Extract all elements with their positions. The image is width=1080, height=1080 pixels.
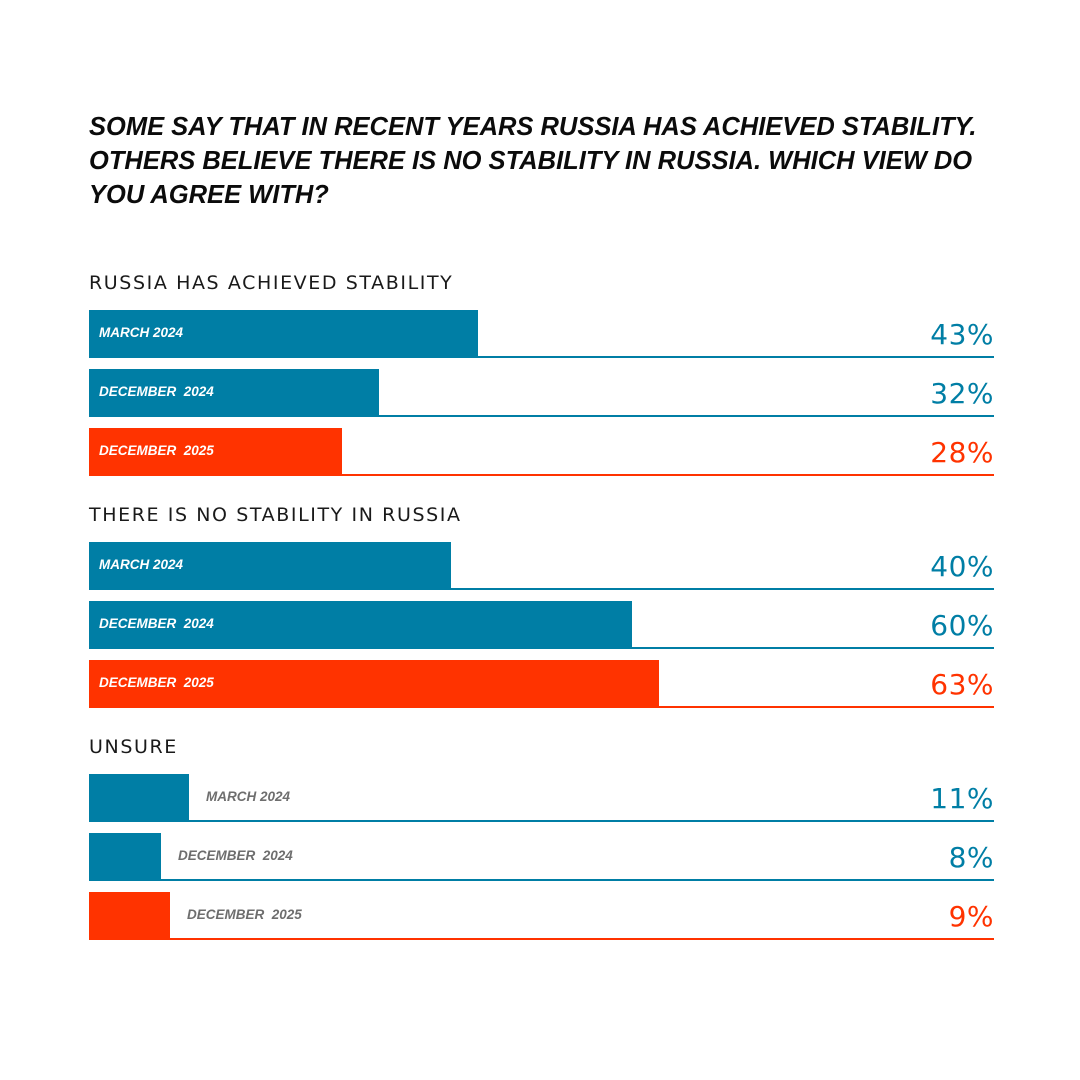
bar-row: DECEMBER 2025 63% bbox=[89, 660, 994, 708]
period-label: MARCH 2024 bbox=[99, 325, 184, 340]
bar-baseline bbox=[89, 820, 994, 822]
bar-row: MARCH 2024 43% bbox=[89, 310, 994, 358]
period-label: DECEMBER 2024 bbox=[99, 384, 214, 399]
period-label: DECEMBER 2024 bbox=[99, 616, 214, 631]
bar bbox=[89, 774, 189, 820]
bar bbox=[89, 892, 170, 938]
bar-row: MARCH 2024 11% bbox=[89, 774, 994, 822]
bar bbox=[89, 369, 379, 415]
bar-baseline bbox=[89, 706, 994, 708]
group-label: RUSSIA HAS ACHIEVED STABILITY bbox=[89, 272, 454, 294]
bar-row: DECEMBER 2024 32% bbox=[89, 369, 994, 417]
data-value-label: 63% bbox=[930, 668, 994, 701]
bar-row: DECEMBER 2025 28% bbox=[89, 428, 994, 476]
group-label: UNSURE bbox=[89, 736, 178, 758]
bar-baseline bbox=[89, 356, 994, 358]
bar-baseline bbox=[89, 588, 994, 590]
bar-baseline bbox=[89, 938, 994, 940]
data-value-label: 11% bbox=[930, 782, 994, 815]
bar bbox=[89, 310, 478, 356]
period-label: DECEMBER 2025 bbox=[187, 907, 302, 922]
bar bbox=[89, 601, 632, 647]
bar-baseline bbox=[89, 415, 994, 417]
bar-row: MARCH 2024 40% bbox=[89, 542, 994, 590]
data-value-label: 32% bbox=[930, 377, 994, 410]
bar bbox=[89, 428, 342, 474]
period-label: DECEMBER 2024 bbox=[178, 848, 293, 863]
period-label: DECEMBER 2025 bbox=[99, 443, 214, 458]
period-label: MARCH 2024 bbox=[99, 557, 184, 572]
bar-row: DECEMBER 2025 9% bbox=[89, 892, 994, 940]
period-label: DECEMBER 2025 bbox=[99, 675, 214, 690]
bar-row: DECEMBER 2024 8% bbox=[89, 833, 994, 881]
bar-baseline bbox=[89, 879, 994, 881]
data-value-label: 8% bbox=[948, 841, 994, 874]
bar bbox=[89, 542, 451, 588]
bar-baseline bbox=[89, 647, 994, 649]
period-label: MARCH 2024 bbox=[206, 789, 291, 804]
data-value-label: 28% bbox=[930, 436, 994, 469]
chart-title: SOME SAY THAT IN RECENT YEARS RUSSIA HAS… bbox=[89, 113, 977, 209]
data-value-label: 60% bbox=[930, 609, 994, 642]
data-value-label: 43% bbox=[930, 318, 994, 351]
bar bbox=[89, 660, 659, 706]
bar bbox=[89, 833, 161, 879]
bar-row: DECEMBER 2024 60% bbox=[89, 601, 994, 649]
bar-baseline bbox=[89, 474, 994, 476]
data-value-label: 40% bbox=[930, 550, 994, 583]
data-value-label: 9% bbox=[948, 900, 994, 933]
group-label: THERE IS NO STABILITY IN RUSSIA bbox=[89, 504, 462, 526]
